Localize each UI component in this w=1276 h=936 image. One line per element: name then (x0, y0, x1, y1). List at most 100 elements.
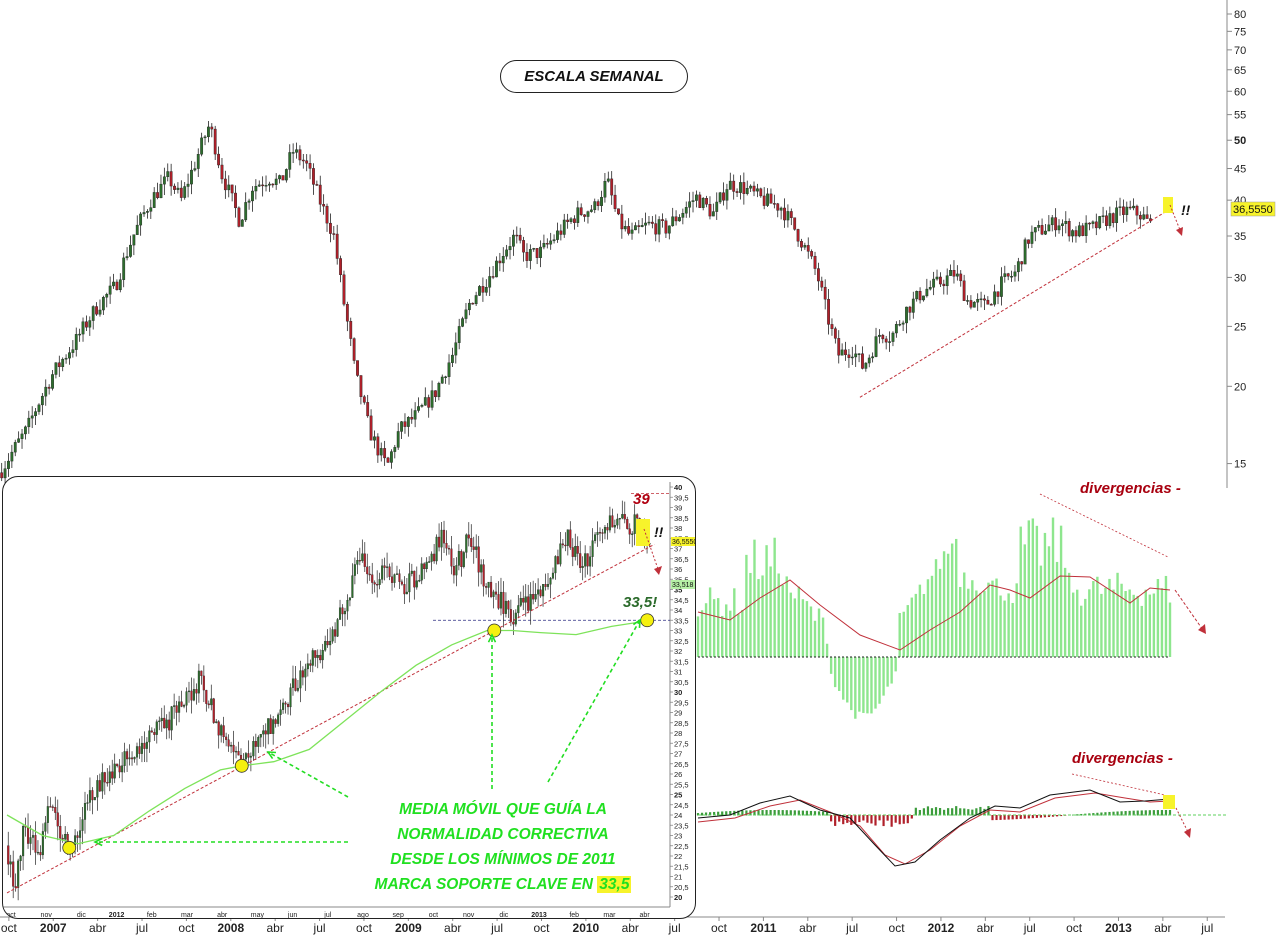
oscillator-bar (910, 815, 913, 819)
main-candle-body (251, 190, 254, 202)
inset-candle-body (195, 689, 198, 694)
inset-candle-body (118, 765, 121, 773)
inset-candle-body (470, 538, 473, 547)
main-y-tick-label: 65 (1234, 65, 1246, 77)
main-candle-body (793, 217, 797, 230)
main-candle-body (501, 256, 505, 264)
momentum-bar (1152, 593, 1156, 657)
main-candle-body (888, 341, 891, 343)
momentum-bar (874, 657, 877, 709)
main-candle-body (454, 342, 458, 356)
inset-y-tick-label: 27,5 (674, 739, 689, 748)
inset-candle-body (185, 691, 188, 706)
inset-candle-body (628, 528, 631, 535)
main-candle-body (40, 395, 44, 406)
main-candle-body (312, 168, 315, 185)
main-candle-body (566, 219, 570, 222)
inset-candle-body (249, 755, 252, 758)
main-candle-body (549, 240, 553, 245)
inset-candles (7, 500, 651, 901)
inset-candle-body (581, 566, 584, 568)
main-candle-body (403, 421, 407, 427)
oscillator-bar (930, 808, 934, 816)
momentum-bar (1047, 546, 1051, 657)
main-candle-body (379, 448, 383, 456)
oscillator-bar (902, 815, 905, 824)
main-candle-body (928, 287, 932, 290)
inset-candle-body (227, 739, 230, 747)
oscillator-bar (874, 815, 877, 826)
momentum-bar (765, 545, 768, 657)
oscillator-bar (1039, 815, 1043, 818)
inset-y-tick-label: 20,5 (674, 883, 689, 892)
main-candle-body (667, 225, 671, 234)
main-candle-body (759, 188, 763, 197)
main-x-tick-label: abr (267, 921, 284, 935)
inset-candle-body (254, 741, 257, 747)
momentum-bar (733, 588, 736, 657)
inset-y-tick-label: 38,5 (674, 514, 689, 523)
inset-y-tick-label: 34,5 (674, 596, 689, 605)
main-x-tick-label: abr (1154, 921, 1171, 935)
main-x-tick-label: jul (845, 921, 858, 935)
main-candle-body (254, 186, 258, 192)
oscillator-bar (979, 806, 982, 816)
momentum-bar (708, 587, 712, 657)
main-candle-body (532, 248, 536, 250)
inset-y-tick-label: 29,5 (674, 698, 689, 707)
main-candle-body (301, 159, 305, 162)
main-candle-body (959, 273, 963, 282)
inset-candle-body (205, 689, 208, 704)
main-candle-body (37, 404, 41, 412)
inset-candle-body (613, 525, 616, 528)
main-candle-body (593, 201, 597, 211)
inset-candle-body (306, 663, 309, 670)
inset-candle-body (232, 744, 235, 753)
main-candle-body (1132, 205, 1135, 209)
inset-candle-body (381, 565, 384, 580)
momentum-bar (862, 657, 865, 713)
inset-candle-body (395, 573, 399, 575)
inset-candle-body (499, 591, 503, 609)
main-candle-body (47, 386, 51, 389)
inset-candle-body (457, 551, 460, 566)
main-candle-body (1023, 239, 1027, 265)
main-candle-body (583, 214, 586, 217)
annotation-highlight: 33,5 (597, 876, 632, 893)
main-candle-body (315, 184, 319, 186)
main-candle-body (210, 126, 214, 130)
momentum-bar (745, 554, 748, 657)
inset-y-tick-label: 39,5 (674, 493, 689, 502)
inset-candle-body (334, 629, 337, 637)
inset-ma-tag (671, 580, 695, 589)
inset-candle-body (631, 533, 634, 535)
main-candle-body (715, 201, 719, 212)
oscillator-bar (704, 812, 708, 816)
main-candle-body (393, 447, 397, 452)
oscillator-histogram (696, 806, 1172, 827)
momentum-bar (793, 598, 797, 657)
main-candle-body (135, 224, 139, 235)
inset-candle-body (373, 582, 376, 585)
main-candle-body (620, 213, 624, 230)
annotation-line-4-text: MARCA SOPORTE CLAVE EN (374, 876, 598, 893)
main-candle-body (162, 176, 166, 185)
main-candle-body (661, 219, 664, 221)
main-candle-body (820, 280, 824, 288)
inset-candle-body (485, 586, 488, 588)
main-x-tick-label: 2007 (40, 921, 67, 935)
oscillator-highlight-box (1163, 795, 1175, 809)
main-candle-body (735, 191, 739, 193)
main-candle-body (512, 234, 515, 247)
oscillator-bar (1007, 815, 1010, 820)
inset-candle-body (611, 515, 614, 528)
inset-candle-body (294, 678, 297, 691)
oscillator-bar (741, 810, 744, 816)
inset-candle-body (202, 675, 205, 691)
main-candle-body (918, 290, 922, 301)
inset-candle-body (621, 514, 624, 519)
momentum-bar (975, 590, 978, 657)
main-candle-body (115, 281, 119, 291)
main-candle-body (244, 202, 248, 221)
inset-candle-body (601, 532, 604, 534)
